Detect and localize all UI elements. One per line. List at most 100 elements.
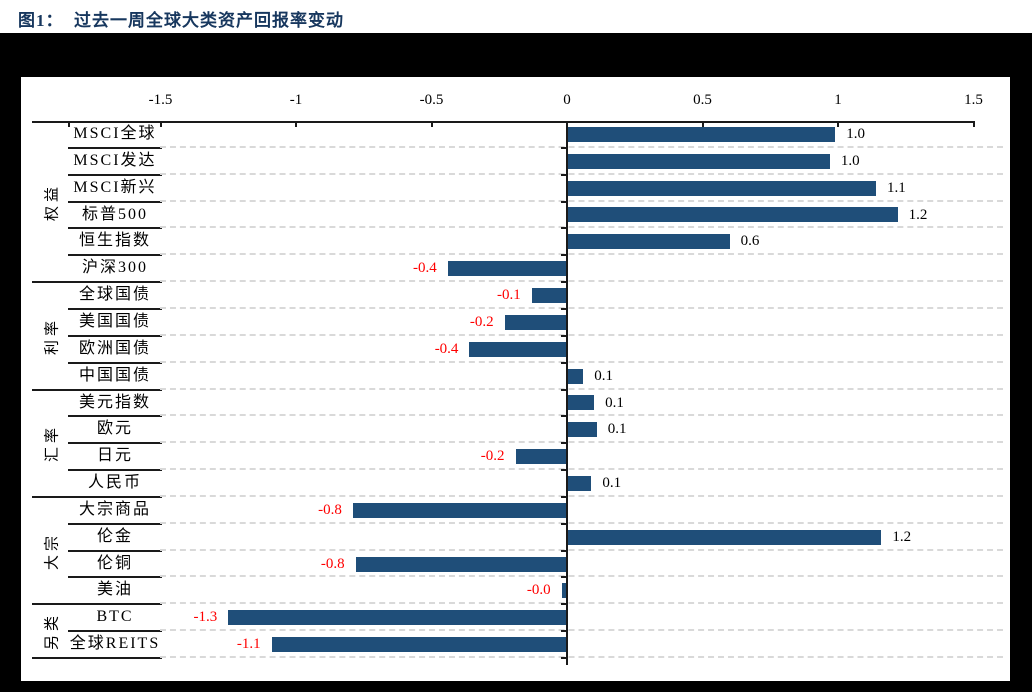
zero-baseline-tick: [561, 334, 568, 337]
group-separator: [32, 657, 162, 659]
zero-baseline-tick: [561, 469, 568, 472]
group-label: 利率: [44, 316, 61, 355]
bar: [355, 556, 567, 572]
value-label: 0.6: [740, 233, 760, 250]
row-label: 标普500: [81, 205, 148, 223]
zero-baseline-tick: [561, 522, 568, 525]
gridline: [160, 494, 1003, 497]
bar: [531, 288, 567, 304]
bar: [567, 368, 584, 384]
row-separator: [68, 173, 162, 176]
row-label: 美元指数: [78, 393, 151, 411]
gridline: [160, 629, 1003, 632]
bar: [469, 341, 567, 357]
chart-panel: -1.5 -1 -0.5 0 0.5 1 1.5 MSCI全球 1.0 MSCI发达 1.0 MSCI…: [21, 77, 1010, 681]
chart-frame: -1.5 -1 -0.5 0 0.5 1 1.5 MSCI全球 1.0 MSCI发达 1.0 MSCI…: [0, 33, 1032, 692]
axis-tick-label: -0.5: [419, 92, 444, 108]
bar: [515, 449, 567, 465]
value-label: 0.1: [594, 367, 613, 384]
bar: [567, 126, 836, 142]
bar: [567, 395, 595, 411]
value-label: -0.8: [318, 501, 342, 518]
gridline: [160, 333, 1003, 336]
row-separator: [68, 549, 162, 552]
bar: [561, 583, 567, 599]
value-label: -1.3: [193, 609, 218, 626]
gridline: [160, 441, 1003, 444]
bar: [504, 314, 567, 330]
zero-baseline-tick: [561, 630, 568, 633]
gridline: [160, 575, 1003, 578]
value-label: 1.2: [908, 206, 928, 223]
value-label: 1.2: [892, 528, 912, 545]
zero-baseline-tick: [561, 603, 568, 606]
zero-baseline-tick: [561, 227, 568, 230]
gridline: [160, 253, 1003, 256]
gridline: [160, 199, 1003, 202]
bar: [352, 502, 567, 518]
zero-baseline-tick: [561, 281, 568, 284]
value-label: 1.0: [840, 152, 860, 169]
bar: [447, 261, 567, 277]
axis-tick-label: 0: [563, 92, 571, 108]
row-separator: [68, 442, 162, 445]
row-label: 伦铜: [96, 554, 133, 572]
gridline: [160, 602, 1003, 605]
row-label: 恒生指数: [78, 232, 151, 250]
group-label: 权益: [44, 182, 61, 221]
value-label: -0.8: [320, 555, 345, 572]
bar: [567, 422, 597, 438]
zero-baseline-tick: [561, 200, 568, 203]
bar: [567, 529, 882, 545]
axis-tick: [701, 121, 704, 127]
row-separator: [68, 200, 162, 203]
zero-baseline-tick: [561, 549, 568, 552]
axis-tick: [295, 121, 297, 127]
group-separator: [32, 495, 162, 498]
row-separator: [68, 469, 162, 472]
bar: [567, 207, 898, 223]
gridline: [160, 360, 1003, 363]
gridline: [160, 145, 1003, 148]
zero-baseline-tick: [561, 307, 568, 310]
row-label: 全球REITS: [69, 635, 161, 653]
axis-tick: [68, 121, 70, 127]
zero-baseline-tick: [561, 146, 568, 149]
axis-tick: [159, 121, 162, 127]
row-separator: [68, 576, 162, 579]
value-label: -0.4: [434, 340, 459, 357]
value-label: 0.1: [607, 421, 627, 438]
axis-tick-label: 0.5: [693, 92, 712, 108]
bar: [567, 153, 830, 169]
group-label: 汇率: [44, 424, 61, 463]
row-label: 欧元: [96, 420, 133, 438]
zero-baseline-tick: [561, 442, 568, 445]
gridline: [160, 521, 1003, 524]
row-label: 美国国债: [78, 312, 151, 330]
axis-tick-label: -1: [289, 92, 303, 108]
row-label: 大宗商品: [78, 500, 151, 518]
value-label: 0.1: [602, 475, 622, 492]
zero-baseline-tick: [561, 173, 568, 176]
row-label: 中国国债: [78, 366, 151, 384]
row-label: 人民币: [87, 474, 142, 492]
row-label: 日元: [96, 447, 133, 465]
x-axis-line: [32, 121, 974, 123]
axis-tick: [837, 121, 839, 127]
group-label: 另类: [44, 612, 61, 651]
value-label: 1.0: [846, 126, 866, 142]
value-label: -0.1: [497, 287, 521, 304]
value-label: -0.2: [480, 448, 505, 465]
row-label: 沪深300: [81, 259, 148, 277]
row-label: 美油: [96, 581, 133, 599]
group-separator: [32, 388, 162, 391]
group-separator: [32, 603, 162, 606]
bar: [567, 180, 876, 196]
value-label: -0.4: [413, 260, 437, 277]
zero-baseline-tick: [561, 361, 568, 364]
row-separator: [68, 146, 162, 149]
row-separator: [68, 307, 162, 310]
gridline: [160, 548, 1003, 551]
zero-baseline-tick: [561, 388, 568, 391]
zero-baseline-tick: [561, 576, 568, 579]
